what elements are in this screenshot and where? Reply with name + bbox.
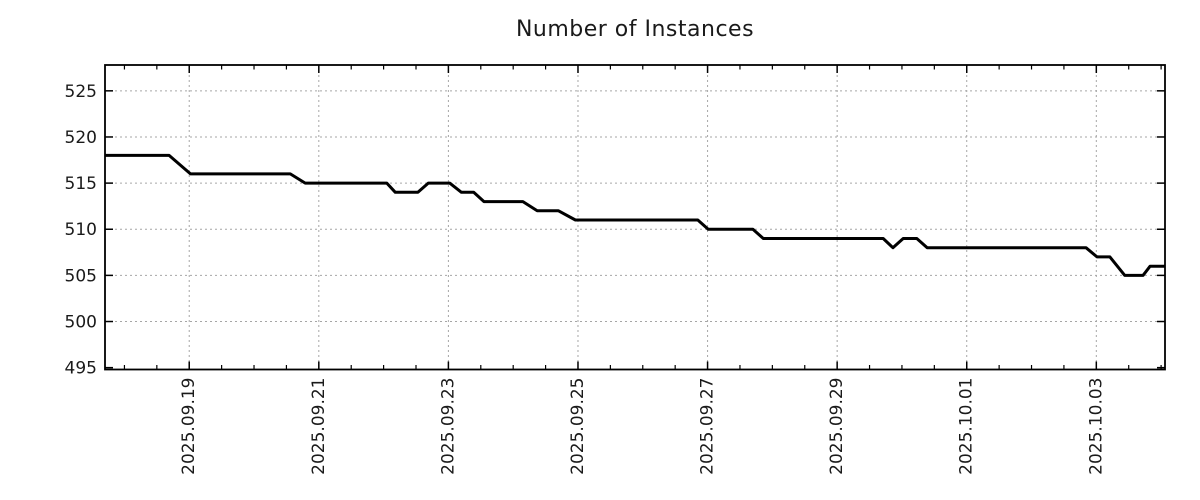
y-tick-label: 525 <box>65 82 97 102</box>
x-tick-label: 2025.09.25 <box>568 378 588 475</box>
y-tick-label: 495 <box>65 359 97 379</box>
y-tick-label: 520 <box>65 128 97 148</box>
data-line <box>105 153 1165 277</box>
x-tick-label: 2025.10.01 <box>957 378 977 475</box>
x-tick-label: 2025.09.27 <box>698 378 718 475</box>
x-tick-label: 2025.09.21 <box>309 378 329 475</box>
y-tick-label: 505 <box>65 266 97 286</box>
x-tick-label: 2025.09.29 <box>827 378 847 475</box>
plot-border <box>104 64 1166 371</box>
chart-title: Number of Instances <box>515 17 755 42</box>
y-tick-label: 510 <box>65 220 97 240</box>
y-tick-label: 500 <box>65 313 97 333</box>
x-tick-label: 2025.09.23 <box>438 378 458 475</box>
x-tick-label: 2025.10.03 <box>1086 378 1106 475</box>
y-tick-label: 515 <box>65 174 97 194</box>
x-tick-label: 2025.09.19 <box>179 378 199 475</box>
